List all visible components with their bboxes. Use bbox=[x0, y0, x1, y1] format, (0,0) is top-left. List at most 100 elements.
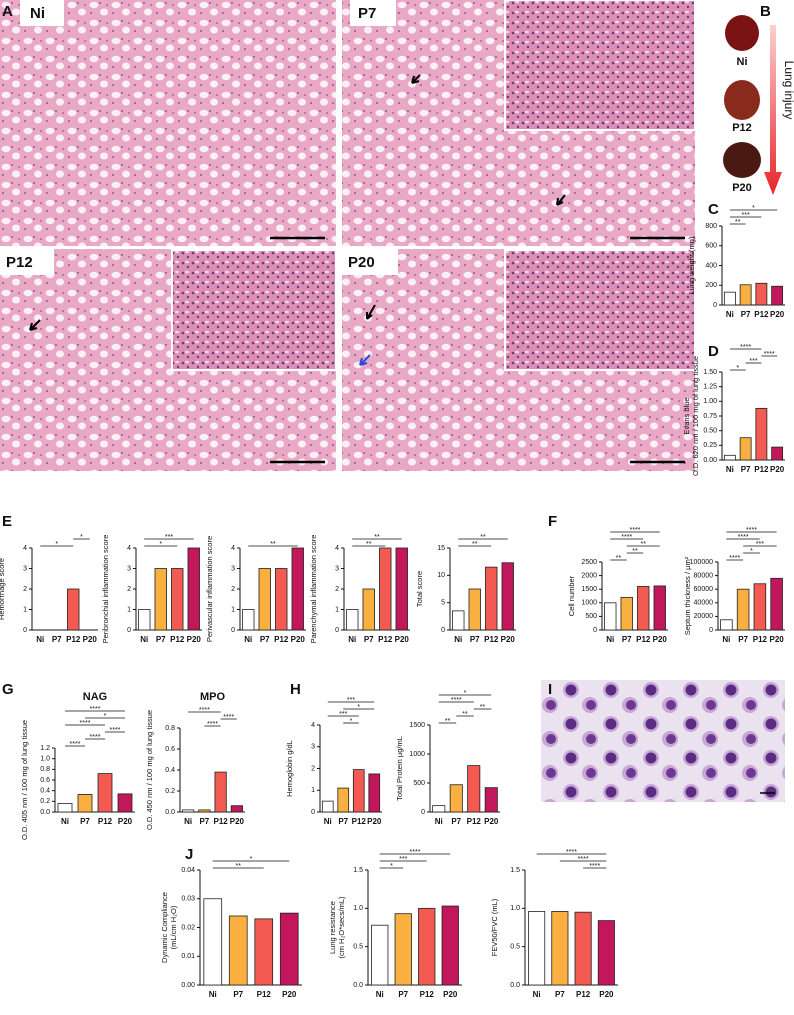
y-tick-label: 1.5 bbox=[510, 867, 520, 874]
x-tick-label: Ni bbox=[184, 817, 192, 826]
x-tick-label: P20 bbox=[501, 635, 516, 644]
arrow bbox=[556, 194, 566, 206]
y-axis-label: Lung resistance bbox=[328, 901, 337, 954]
y-tick-label: 1 bbox=[311, 787, 315, 794]
bar bbox=[449, 784, 463, 813]
significance-label: *** bbox=[165, 534, 173, 541]
y-tick-label: 1 bbox=[127, 606, 131, 613]
significance-label: **** bbox=[80, 720, 91, 727]
bar bbox=[432, 805, 446, 813]
bar bbox=[275, 568, 288, 631]
y-axis-label: Parenchymal inflammation score bbox=[309, 535, 318, 644]
y-tick-label: 3 bbox=[311, 744, 315, 751]
significance-label: **** bbox=[578, 856, 589, 863]
x-tick-label: Ni bbox=[348, 635, 356, 644]
significance-label: **** bbox=[740, 344, 751, 351]
bar bbox=[171, 568, 184, 631]
significance-label: * bbox=[80, 534, 83, 541]
significance-label: **** bbox=[589, 863, 600, 870]
x-tick-label: P20 bbox=[653, 635, 668, 644]
x-tick-label: Ni bbox=[61, 817, 69, 826]
significance-label: * bbox=[350, 718, 353, 725]
y-tick-label: 1.2 bbox=[40, 745, 50, 752]
x-tick-label: P12 bbox=[274, 635, 289, 644]
x-tick-label: P20 bbox=[484, 817, 499, 826]
y-tick-label: 3 bbox=[127, 565, 131, 572]
image-label: P12 bbox=[6, 254, 33, 271]
y-axis-label: Hemorrhage score bbox=[0, 558, 6, 620]
panel-label: J bbox=[185, 846, 193, 863]
y-tick-label: 500 bbox=[413, 780, 425, 787]
x-tick-label: P12 bbox=[753, 635, 768, 644]
y-tick-label: 0.00 bbox=[181, 982, 195, 989]
y-tick-label: 0.6 bbox=[165, 746, 175, 753]
y-tick-label: 200 bbox=[705, 282, 717, 289]
y-tick-label: 1.0 bbox=[353, 905, 363, 912]
bar bbox=[501, 562, 514, 631]
bar bbox=[736, 588, 750, 631]
y-tick-label: 1.25 bbox=[703, 384, 717, 391]
panel-label: E bbox=[2, 513, 12, 530]
y-axis-label: (mL/cm H₂O) bbox=[169, 905, 178, 949]
bar bbox=[352, 769, 365, 813]
y-axis-label: Evans blue bbox=[682, 397, 691, 434]
y-axis-label: Septum thickness / µm² bbox=[683, 556, 692, 635]
x-tick-label: P12 bbox=[66, 635, 81, 644]
y-tick-label: 0 bbox=[311, 809, 315, 816]
panel-label: I bbox=[548, 681, 552, 698]
bar bbox=[67, 588, 80, 631]
y-tick-label: 40000 bbox=[694, 600, 714, 607]
bar bbox=[258, 568, 271, 631]
y-tick-label: 400 bbox=[705, 262, 717, 269]
x-tick-label: P12 bbox=[754, 310, 769, 319]
y-tick-label: 1000 bbox=[581, 600, 597, 607]
y-tick-label: 1.5 bbox=[353, 867, 363, 874]
panel-label: C bbox=[708, 201, 719, 218]
x-tick-label: P7 bbox=[451, 817, 461, 826]
x-tick-label: P7 bbox=[80, 817, 90, 826]
y-tick-label: 0.2 bbox=[40, 798, 50, 805]
significance-label: * bbox=[390, 863, 393, 870]
y-tick-label: 3 bbox=[23, 565, 27, 572]
bar bbox=[771, 446, 784, 461]
y-tick-label: 0.4 bbox=[165, 767, 175, 774]
bar bbox=[468, 588, 481, 631]
y-tick-label: 0.04 bbox=[181, 867, 195, 874]
y-tick-label: 0.02 bbox=[181, 924, 195, 931]
x-tick-label: P20 bbox=[395, 635, 410, 644]
bar bbox=[485, 566, 498, 631]
significance-label: *** bbox=[742, 212, 750, 219]
y-tick-label: 0.5 bbox=[353, 944, 363, 951]
significance-label: * bbox=[159, 541, 162, 548]
x-tick-label: P20 bbox=[187, 635, 202, 644]
bar bbox=[242, 609, 255, 631]
y-axis-label: O.D. 405 nm / 100 mg of lung tissue bbox=[20, 720, 29, 840]
y-tick-label: 15 bbox=[437, 545, 445, 552]
y-tick-label: 0.0 bbox=[510, 982, 520, 989]
significance-label: *** bbox=[339, 711, 347, 718]
y-tick-label: 0.6 bbox=[40, 777, 50, 784]
y-tick-label: 2 bbox=[335, 586, 339, 593]
y-axis-label: Lung weight (mg) bbox=[687, 236, 696, 294]
x-tick-label: P20 bbox=[282, 990, 297, 999]
significance-label: **** bbox=[729, 555, 740, 562]
y-axis-label: O.D. 620 nm / 100 mg of lung tissue bbox=[691, 356, 700, 476]
panel-label: D bbox=[708, 343, 719, 360]
significance-label: **** bbox=[451, 697, 462, 704]
significance-label: * bbox=[750, 548, 753, 555]
x-tick-label: P20 bbox=[83, 635, 98, 644]
x-tick-label: Ni bbox=[454, 635, 462, 644]
bar bbox=[441, 905, 459, 986]
bar bbox=[739, 284, 752, 306]
y-tick-label: 20000 bbox=[694, 613, 714, 620]
y-tick-label: 0.0 bbox=[165, 809, 175, 816]
y-tick-label: 0 bbox=[421, 809, 425, 816]
bar bbox=[551, 911, 569, 986]
image-label: Ni bbox=[30, 5, 45, 22]
bar bbox=[753, 583, 767, 631]
y-tick-label: 0.2 bbox=[165, 788, 175, 795]
y-tick-label: 2 bbox=[127, 586, 131, 593]
y-tick-label: 1.0 bbox=[510, 905, 520, 912]
y-axis-label: Peribronchial inflammation score bbox=[101, 535, 110, 644]
y-tick-label: 1.0 bbox=[40, 756, 50, 763]
